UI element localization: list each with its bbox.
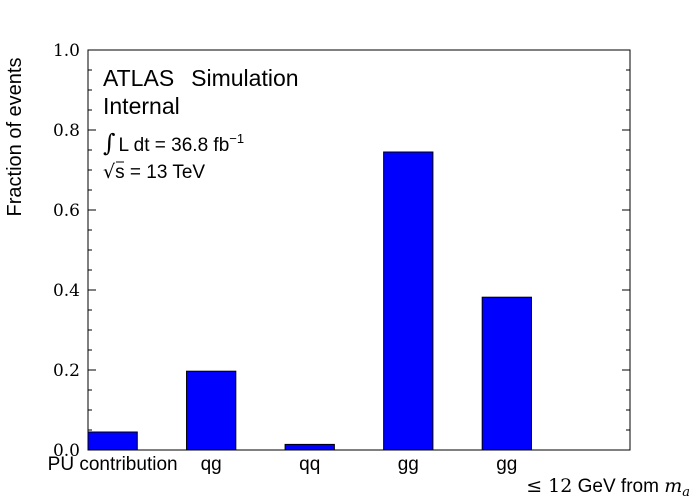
atlas-simulation: Simulation (191, 65, 298, 91)
sqrt-sign: √ (103, 161, 116, 183)
x-axis-label-middle: GeV from (572, 476, 664, 497)
atlas-experiment: ATLAS (103, 65, 174, 91)
bar-4 (481, 296, 532, 451)
y-tick-label-1: 0.2 (53, 361, 80, 381)
atlas-annotation: ATLAS Simulation Internal ∫ L dt = 36.8 fb… (103, 65, 299, 183)
bar-0 (87, 431, 138, 451)
plot-frame (87, 49, 631, 451)
y-tick-label-4: 0.8 (53, 121, 80, 141)
y-axis-label: Fraction of events (4, 58, 26, 217)
bars-group (87, 151, 532, 451)
y-tick-label-3: 0.6 (53, 201, 80, 221)
y-tick-label-2: 0.4 (53, 281, 80, 301)
y-tick-labels: 0.0 0.2 0.4 0.6 0.8 1.0 (53, 41, 80, 461)
luminosity-label: ∫ L dt = 36.8 fb−1 (103, 129, 244, 157)
x-tick-label-4: gg (496, 454, 517, 475)
x-tick-label-3: gg (398, 454, 419, 475)
x-tick-labels: PU contribution qg qq gg gg (48, 454, 518, 475)
energy-text: s = 13 TeV (115, 162, 205, 183)
y-tick-label-5: 1.0 (53, 41, 80, 61)
integral-sign: ∫ (103, 129, 116, 157)
atlas-label: ATLAS Simulation (103, 65, 299, 91)
x-axis-label-prefix: ≤ 12 (526, 475, 572, 497)
bar-3 (383, 151, 434, 451)
luminosity-exponent: −1 (229, 131, 244, 146)
x-tick-label-0: PU contribution (48, 454, 178, 475)
x-axis-label-var: m (664, 475, 682, 497)
ticks-group (88, 49, 630, 451)
bar-2 (284, 443, 335, 451)
bar-1 (186, 370, 237, 451)
x-tick-label-2: qq (299, 454, 320, 475)
x-axis-label-sub: a (682, 485, 690, 500)
energy-label: √s = 13 TeV (103, 161, 205, 183)
luminosity-text: L dt = 36.8 fb (119, 135, 230, 156)
x-axis-label: ≤ 12 GeV from ma (526, 475, 690, 500)
y-tick-label-0: 0.0 (53, 441, 80, 461)
atlas-status: Internal (103, 93, 180, 119)
x-tick-label-1: qg (201, 454, 222, 475)
